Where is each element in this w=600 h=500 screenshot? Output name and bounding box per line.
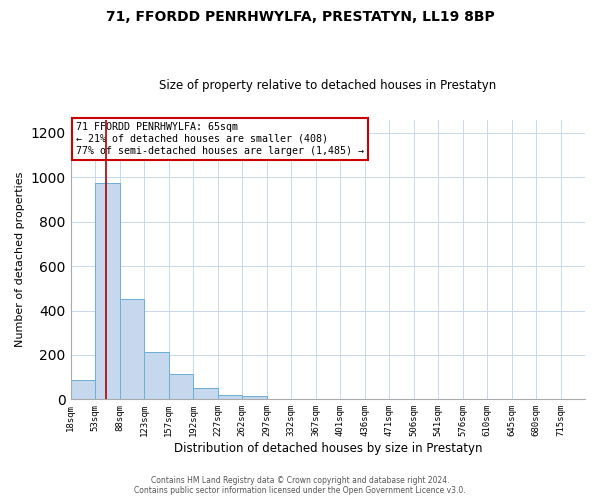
Bar — [193, 388, 218, 400]
Bar — [144, 352, 169, 400]
Y-axis label: Number of detached properties: Number of detached properties — [15, 172, 25, 347]
X-axis label: Distribution of detached houses by size in Prestatyn: Distribution of detached houses by size … — [173, 442, 482, 455]
Bar — [218, 395, 242, 400]
Bar — [71, 380, 95, 400]
Title: Size of property relative to detached houses in Prestatyn: Size of property relative to detached ho… — [159, 79, 496, 92]
Text: Contains HM Land Registry data © Crown copyright and database right 2024.
Contai: Contains HM Land Registry data © Crown c… — [134, 476, 466, 495]
Bar — [119, 300, 144, 400]
Bar — [242, 396, 266, 400]
Text: 71 FFORDD PENRHWYLFA: 65sqm
← 21% of detached houses are smaller (408)
77% of se: 71 FFORDD PENRHWYLFA: 65sqm ← 21% of det… — [76, 122, 364, 156]
Bar — [169, 374, 193, 400]
Text: 71, FFORDD PENRHWYLFA, PRESTATYN, LL19 8BP: 71, FFORDD PENRHWYLFA, PRESTATYN, LL19 8… — [106, 10, 494, 24]
Bar — [95, 183, 119, 400]
